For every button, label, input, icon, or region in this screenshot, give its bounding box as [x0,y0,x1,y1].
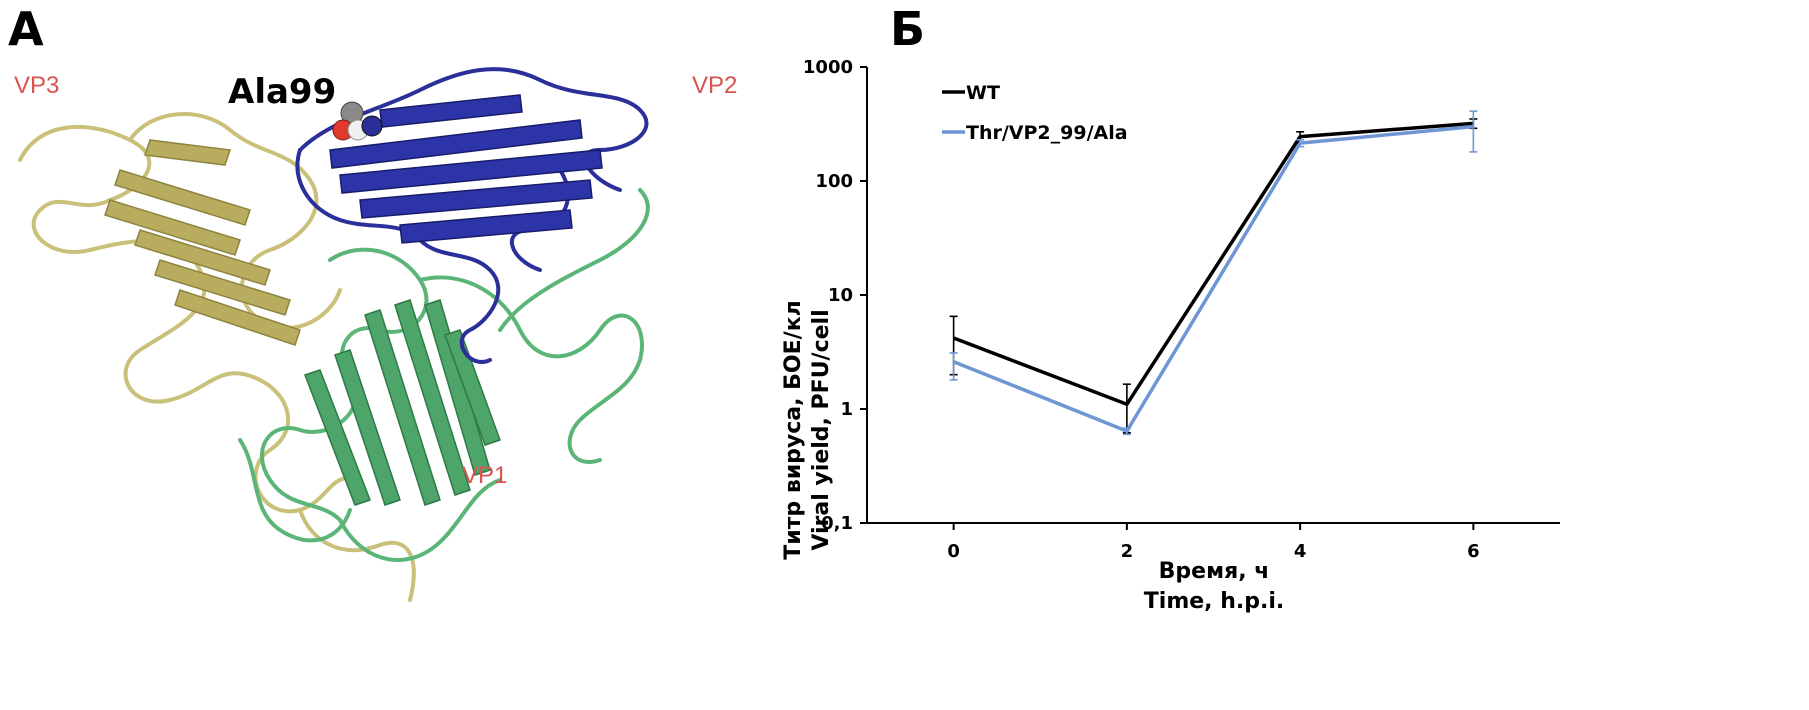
vp1-chain [238,188,650,562]
y-tick-label: 100 [815,171,853,192]
x-ticks: 0 2 4 6 [947,523,1480,562]
series-layer [949,110,1478,436]
y-tick-label: 1 [840,399,853,420]
y-axis-title-line-2: Viral yield, PFU/cell [809,309,834,550]
panel-a-letter: А [8,2,44,56]
protein-structure-illustration [18,67,650,602]
x-tick-label: 4 [1294,541,1307,562]
x-axis-title-line-2: Time, h.p.i. [1144,589,1284,614]
vp2-sheets [329,94,603,244]
x-tick-label: 6 [1467,541,1480,562]
y-axis-title-line-1: Титр вируса, БОЕ/кл [781,300,806,560]
y-axis-title: Титр вируса, БОЕ/кл Viral yield, PFU/cel… [781,300,834,560]
x-axis-title-line-1: Время, ч [1159,559,1270,584]
residue-label: Ala99 [228,72,337,112]
series-line [952,124,1474,433]
legend-label-mutant: Thr/VP2_99/Ala [966,122,1128,144]
legend-label-wt: WT [966,82,1000,104]
axes: 0,1 1 10 100 1000 0 2 4 6 [803,57,1560,562]
series-1 [949,110,1478,436]
panel-b-letter: Б [890,2,926,56]
chain-label-vp3: VP3 [14,72,60,99]
y-tick-label: 10 [828,285,853,306]
chain-label-vp1: VP1 [462,462,508,489]
series-0 [949,118,1478,434]
chain-label-vp2: VP2 [692,72,738,99]
y-ticks: 0,1 1 10 100 1000 [803,57,867,534]
ala99-atoms [332,101,383,141]
x-tick-label: 2 [1121,541,1134,562]
vp1-sheets [304,299,501,506]
legend: WT Thr/VP2_99/Ala [942,82,1128,144]
series-line [952,121,1474,407]
y-tick-label: 0,1 [821,513,853,534]
x-tick-label: 0 [947,541,960,562]
y-tick-label: 1000 [803,57,853,78]
vp3-sheets [104,139,301,346]
